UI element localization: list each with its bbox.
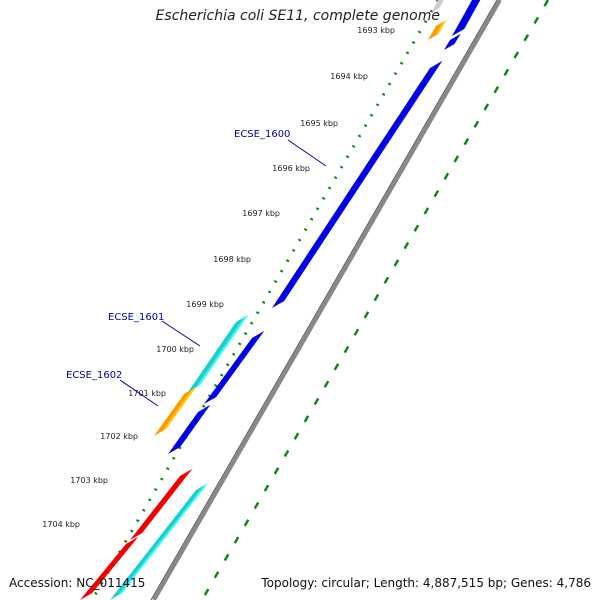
gene-label-ecse-1602-leader: [119, 379, 159, 407]
gene-feature-ecse-1601-cyan-highlight: [195, 315, 249, 388]
gene-label-ecse-1600: ECSE_1600: [234, 129, 290, 140]
gene-feature-gray-top: [432, 0, 447, 12]
tick-label-3: 1696 kbp: [272, 164, 310, 173]
gene-feature-ecse-1600: [272, 61, 443, 308]
tick-label-11: 1704 kbp: [42, 520, 80, 529]
tick-label-7: 1700 kbp: [156, 345, 194, 354]
gene-feature-cyan-bottom: [110, 483, 209, 600]
gc-dotted-line-outer: [90, 0, 440, 600]
backbone-line: [152, 0, 502, 600]
gene-feature-cyan-bottom-highlight: [117, 483, 209, 596]
gene-feature-blue-small: [444, 34, 461, 50]
gene-feature-red-1-highlight: [137, 469, 193, 536]
gene-labels: ECSE_1600 ECSE_1601 ECSE_1602: [66, 129, 327, 407]
tick-label-6: 1699 kbp: [186, 300, 224, 309]
tick-label-8: 1701 kbp: [128, 389, 166, 398]
gene-feature-ecse-1600-highlight: [279, 61, 443, 304]
tick-label-5: 1698 kbp: [213, 255, 251, 264]
gene-feature-red-2-highlight: [87, 537, 139, 596]
gene-label-ecse-1601: ECSE_1601: [108, 312, 164, 323]
gc-content-dots: [90, 0, 550, 600]
gene-features: [80, 0, 481, 600]
genome-backbone: [150, 0, 502, 600]
tick-label-9: 1702 kbp: [100, 432, 138, 441]
gene-label-ecse-1600-leader: [287, 139, 327, 167]
gene-label-ecse-1602: ECSE_1602: [66, 370, 122, 381]
tick-label-10: 1703 kbp: [70, 476, 108, 485]
gene-feature-blue-small-highlight: [450, 34, 461, 47]
accession-label: Accession: NC_011415: [9, 576, 146, 590]
gene-feature-gray-top-highlight: [439, 0, 447, 8]
genome-summary: Topology: circular; Length: 4,887,515 bp…: [261, 576, 591, 590]
scale-ticks: 1693 kbp 1694 kbp 1695 kbp 1696 kbp 1697 kbp…: [42, 26, 395, 529]
tick-label-1: 1694 kbp: [330, 72, 368, 81]
gene-feature-ecse-1602-orange-highlight: [161, 387, 197, 432]
gene-feature-ecse-1601-blue-highlight: [211, 331, 265, 400]
gene-feature-ecse-1602-blue-highlight: [175, 405, 211, 450]
gene-feature-ecse-1601-blue: [204, 331, 265, 404]
gene-feature-red-2: [80, 537, 139, 600]
gene-feature-blue-top-highlight: [459, 0, 481, 32]
gene-feature-ecse-1601-cyan: [188, 315, 249, 392]
tick-label-2: 1695 kbp: [300, 119, 338, 128]
gene-feature-red-1: [130, 469, 193, 540]
gene-feature-ecse-1602-orange: [154, 387, 197, 436]
gene-feature-blue-top: [452, 0, 481, 36]
backbone-edge: [150, 0, 498, 600]
gene-feature-orange-top: [428, 20, 447, 40]
gene-feature-orange-top-highlight: [434, 20, 447, 37]
gc-dashed-line-inner: [200, 0, 550, 600]
genome-title: Escherichia coli SE11, complete genome: [155, 8, 440, 24]
gene-feature-ecse-1602-blue: [168, 405, 211, 454]
tick-label-4: 1697 kbp: [242, 209, 280, 218]
gene-label-ecse-1601-leader: [161, 320, 201, 347]
tick-label-0: 1693 kbp: [357, 26, 395, 35]
